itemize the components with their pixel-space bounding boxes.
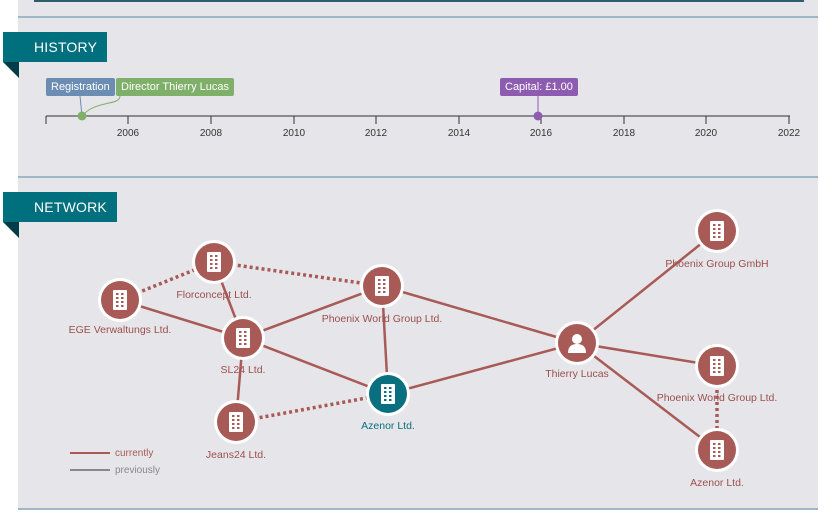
divider-top xyxy=(18,16,818,18)
node-label: Jeans24 Ltd. xyxy=(206,449,266,461)
network-node-phoenix_world_1[interactable]: Phoenix World Group Ltd. xyxy=(322,264,443,325)
building-icon xyxy=(710,440,724,460)
network-node-ege[interactable]: EGE Verwaltungs Ltd. xyxy=(69,278,172,336)
year-label: 2014 xyxy=(447,128,471,139)
year-label: 2018 xyxy=(612,128,636,139)
edge-sl24-azenor_main xyxy=(242,336,389,396)
building-icon xyxy=(113,290,127,310)
year-label: 2010 xyxy=(282,128,306,139)
history-timeline xyxy=(45,95,790,124)
network-panel xyxy=(18,178,818,508)
building-icon xyxy=(229,412,243,432)
network-legend: currently previously xyxy=(70,448,160,476)
legend-currently-label: currently xyxy=(115,448,153,459)
legend-previously-label: previously xyxy=(115,465,160,476)
event-tag-director[interactable]: Director Thierry Lucas xyxy=(116,78,234,96)
edge-phoenix_world_1-thierry xyxy=(381,284,578,345)
network-node-jeans24[interactable]: Jeans24 Ltd. xyxy=(206,400,266,461)
network-node-phoenix_world_2[interactable]: Phoenix World Group Ltd. xyxy=(657,344,778,404)
node-label: SL24 Ltd. xyxy=(221,364,266,376)
director-connector xyxy=(81,95,121,117)
building-icon xyxy=(710,221,724,241)
network-node-thierry[interactable]: Thierry Lucas xyxy=(545,321,609,380)
node-label: Azenor Ltd. xyxy=(361,420,415,432)
event-tag-capital[interactable]: Capital: £1.00 xyxy=(500,78,578,96)
registration-dot[interactable] xyxy=(77,111,87,121)
year-label: 2008 xyxy=(199,128,223,139)
building-icon xyxy=(236,328,250,348)
node-label: EGE Verwaltungs Ltd. xyxy=(69,324,172,336)
node-label: Phoenix World Group Ltd. xyxy=(657,392,778,404)
history-ribbon-fold xyxy=(3,62,19,78)
building-icon xyxy=(375,276,389,296)
top-image-strip xyxy=(34,0,804,2)
history-section-title: HISTORY xyxy=(3,32,107,62)
network-node-azenor_2[interactable]: Azenor Ltd. xyxy=(690,428,744,489)
edge-thierry-azenor_2 xyxy=(576,342,718,451)
year-label: 2006 xyxy=(116,128,140,139)
network-node-florconcept[interactable]: Florconcept Ltd. xyxy=(176,240,252,301)
node-label: Phoenix World Group Ltd. xyxy=(322,313,443,325)
year-label: 2020 xyxy=(694,128,718,139)
history-panel xyxy=(18,18,818,176)
year-label: 2016 xyxy=(529,128,553,139)
edge-jeans24-azenor_main xyxy=(235,392,389,424)
edge-sl24-phoenix_world_1 xyxy=(242,284,383,340)
divider-bottom xyxy=(18,508,818,510)
network-node-azenor_main[interactable]: Azenor Ltd. xyxy=(361,372,415,432)
year-label: 2022 xyxy=(777,128,801,139)
network-section-title: NETWORK xyxy=(3,192,117,222)
person-icon xyxy=(568,334,586,353)
node-label: Florconcept Ltd. xyxy=(176,289,251,301)
edge-thierry-phoenix_gmbh xyxy=(576,230,718,344)
building-icon xyxy=(381,384,395,404)
edge-thierry-phoenix_world_2 xyxy=(576,341,718,368)
node-label: Phoenix Group GmbH xyxy=(665,258,768,270)
network-node-sl24[interactable]: SL24 Ltd. xyxy=(221,316,266,376)
edge-florconcept-phoenix_world_1 xyxy=(213,260,383,288)
year-label: 2012 xyxy=(364,128,388,139)
building-icon xyxy=(207,252,221,272)
network-ribbon-fold xyxy=(3,222,19,238)
timeline-ticks xyxy=(45,116,790,124)
network-node-phoenix_gmbh[interactable]: Phoenix Group GmbH xyxy=(665,209,769,270)
top-panel xyxy=(18,0,818,16)
capital-dot[interactable] xyxy=(533,111,543,121)
event-tag-registration[interactable]: Registration xyxy=(46,78,115,96)
building-icon xyxy=(710,356,724,376)
network-nodes: EGE Verwaltungs Ltd. Florconcept Ltd. SL24… xyxy=(69,209,778,489)
node-label: Thierry Lucas xyxy=(545,368,609,380)
edge-azenor_main-thierry xyxy=(387,341,578,396)
node-label: Azenor Ltd. xyxy=(690,477,744,489)
divider-history xyxy=(18,176,818,178)
